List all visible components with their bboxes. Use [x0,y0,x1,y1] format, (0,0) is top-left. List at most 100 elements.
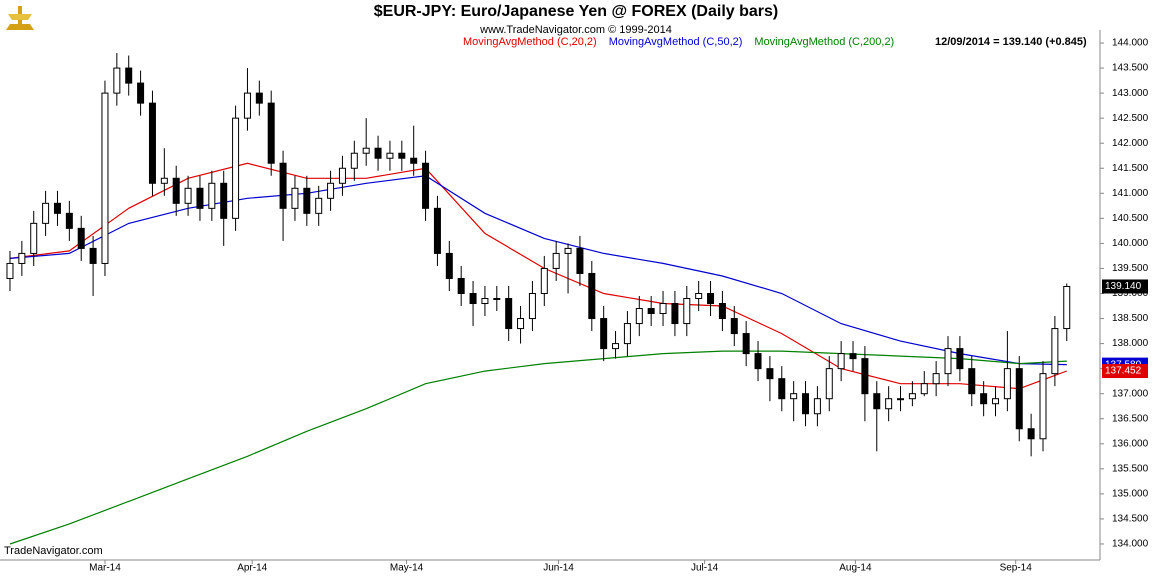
candle-body [137,82,145,104]
candle-body [362,147,370,154]
candle-body [707,292,715,305]
candle-body [576,247,584,274]
price-marker [1102,364,1148,379]
candle-body [647,308,655,315]
y-tick-label: 136.500 [1112,413,1149,424]
candle-body [873,393,881,410]
candle-body [101,92,109,264]
candle-body [1051,328,1059,375]
moving-average [9,350,1067,545]
y-tick-label: 135.000 [1112,489,1149,500]
x-tick-label: Jul-14 [691,563,719,574]
candle-body [291,187,299,209]
candle-body [1027,428,1035,440]
candle-body [552,252,560,269]
candle-body [30,222,38,254]
candle-body [422,162,430,209]
candle-body [445,252,453,279]
y-tick-label: 138.500 [1112,313,1149,324]
candle-body [77,227,85,249]
y-tick-label: 141.500 [1112,163,1149,174]
candle-body [1039,373,1047,440]
candle-body [778,378,786,400]
candle-body [849,353,857,360]
candle-body [220,182,228,219]
candle-body [837,353,845,370]
y-tick-label: 139.500 [1112,263,1149,274]
candle-body [908,393,916,400]
y-tick-label: 140.500 [1112,213,1149,224]
x-tick-label: Apr-14 [237,563,267,574]
x-tick-label: Mar-14 [89,563,121,574]
chart-title: $EUR-JPY: Euro/Japanese Yen @ FOREX (Dai… [374,3,778,20]
y-tick-label: 143.000 [1112,88,1149,99]
candle-body [659,303,667,315]
y-tick-label: 139.000 [1112,288,1149,299]
y-tick-label: 140.000 [1112,238,1149,249]
candle-body [802,393,810,415]
candle-body [992,398,1000,405]
candle-body [766,368,774,380]
price-marker [1102,279,1148,294]
candle-body [327,182,335,199]
candle-body [825,368,833,400]
candle-body [897,398,905,401]
candle-body [1063,285,1071,330]
candle-body [53,202,61,214]
candle-body [564,247,572,254]
y-tick-label: 135.500 [1112,463,1149,474]
candle-body [232,117,240,219]
candle-body [125,67,133,84]
candle-body [172,177,180,204]
candle-body [42,202,50,224]
candle-body [588,272,596,320]
candle-body [374,147,382,159]
candle-body [920,383,928,395]
candle-body [635,308,643,325]
subtitle: www.TradeNavigator.com © 1999-2014 [479,24,672,36]
legend-entry: MovingAvgMethod (C,200,2) [754,36,894,48]
legend-entry: MovingAvgMethod (C,50,2) [609,36,743,48]
candle-body [279,162,287,209]
candle-body [505,298,513,330]
candle-body [350,152,358,169]
candle-body [695,292,703,300]
candle-body [718,303,726,320]
candle-body [89,247,97,264]
candle-body [315,197,323,214]
candle-body [671,303,679,325]
candle-body [160,177,168,184]
candle-body [885,398,893,410]
candle-body [600,318,608,350]
x-tick-label: Jun-14 [543,563,574,574]
y-tick-label: 142.000 [1112,138,1149,149]
candle-body [540,267,548,294]
footer: TradeNavigator.com [4,545,103,557]
candle-body [184,187,192,204]
candle-body [730,318,738,335]
status: 12/09/2014 = 139.140 (+0.845) [935,36,1087,48]
candle-body [243,92,251,119]
y-tick-label: 137.000 [1112,388,1149,399]
candle-body [208,182,216,209]
candle-body [410,157,418,164]
candle-body [303,187,311,214]
candle-body [956,348,964,370]
candle-body [457,277,465,294]
x-tick-label: May-14 [390,563,424,574]
y-tick-label: 143.500 [1112,63,1149,74]
candle-body [517,318,525,330]
candle-body [980,393,988,405]
candle-body [861,358,869,395]
candle-body [932,373,940,385]
logo [6,6,34,30]
candle-body [623,323,631,345]
candle-body [1015,368,1023,430]
candle-body [790,393,798,400]
candle-body [1003,368,1011,400]
candle-body [493,298,501,301]
candle-body [65,212,73,229]
y-tick-label: 142.500 [1112,113,1149,124]
